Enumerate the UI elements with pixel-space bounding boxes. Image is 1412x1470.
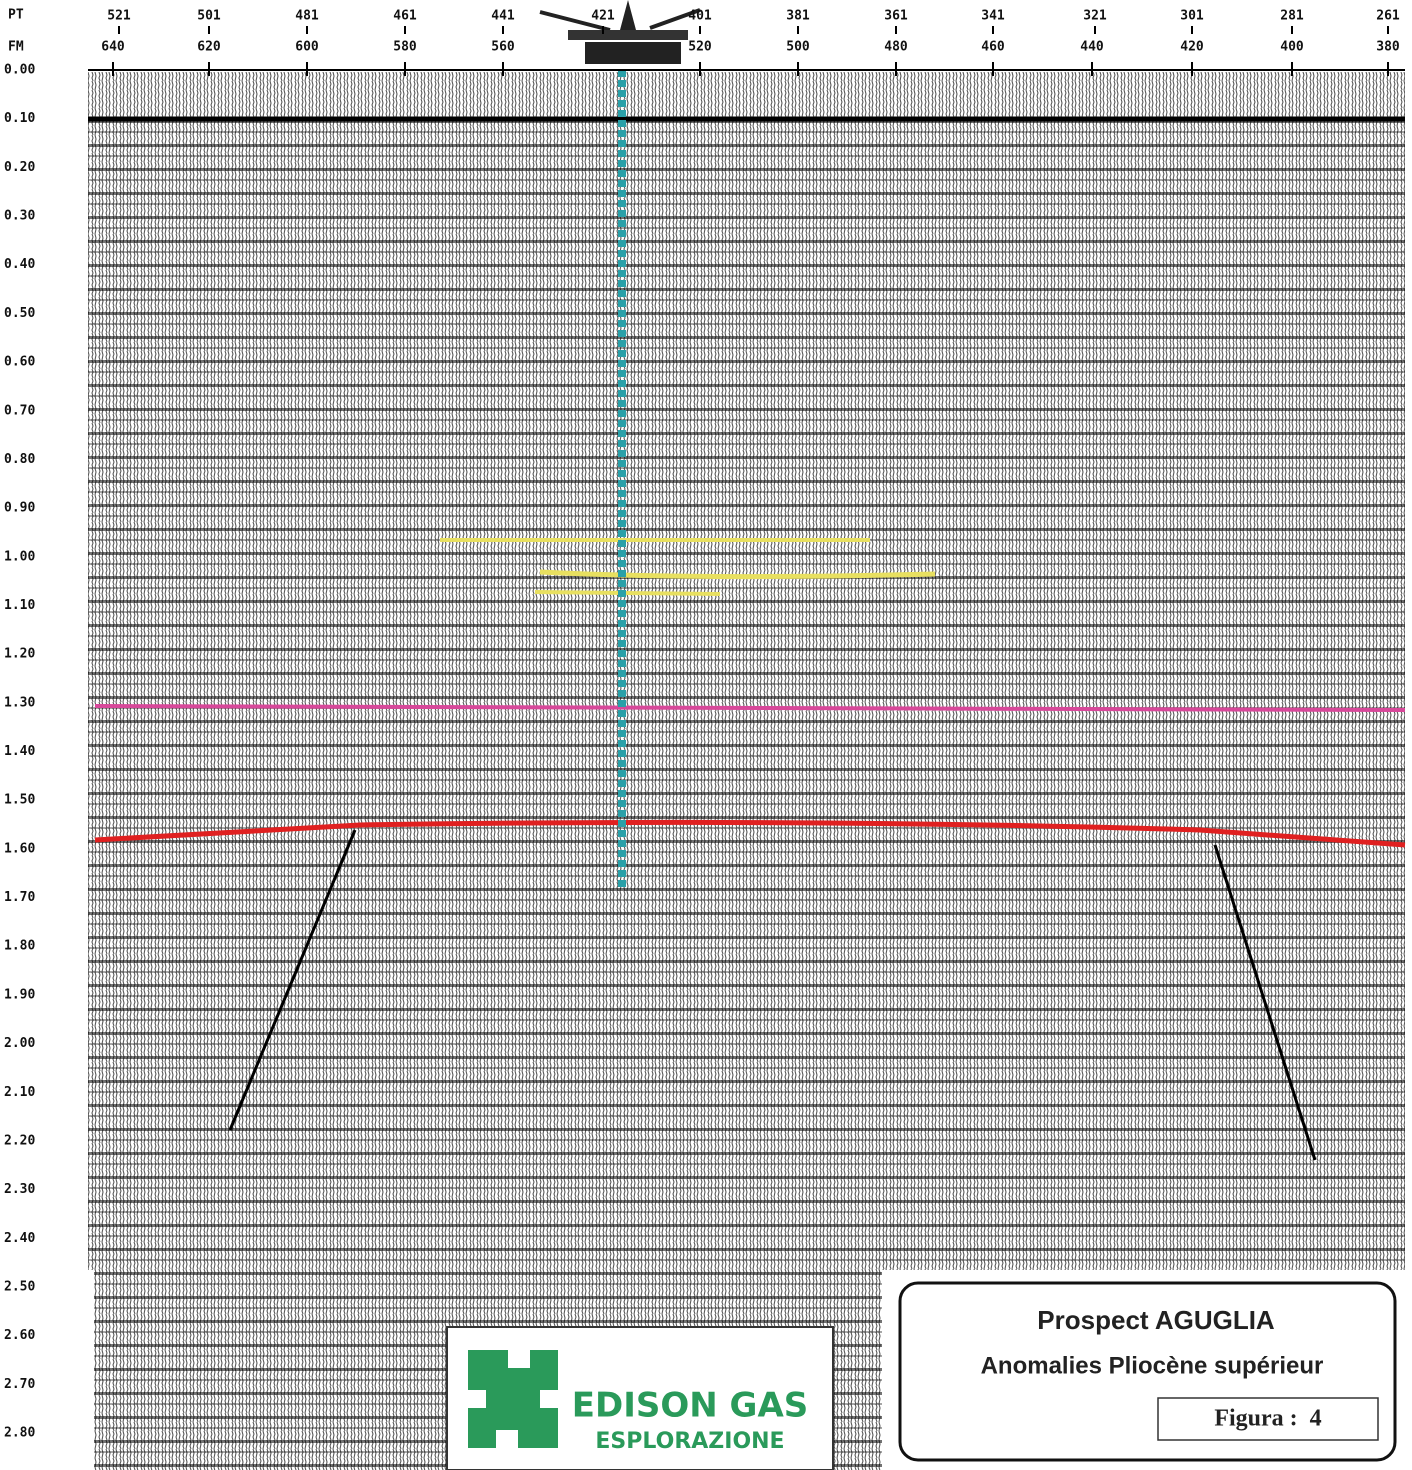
fm-tick-label: 520 (688, 40, 712, 55)
fm-tick-label: 600 (295, 40, 319, 55)
fm-tick-label: 380 (1376, 40, 1400, 55)
time-tick-label: 2.10 (4, 1085, 35, 1100)
time-tick-label: 1.00 (4, 549, 35, 564)
time-tick-label: 1.60 (4, 841, 35, 856)
pt-tick-label: 261 (1376, 9, 1400, 24)
time-tick-label: 0.30 (4, 209, 35, 224)
time-tick-label: 1.70 (4, 890, 35, 905)
time-tick-label: 1.20 (4, 647, 35, 662)
pt-tick-label: 281 (1280, 9, 1304, 24)
time-tick-label: 2.30 (4, 1182, 35, 1197)
pt-tick-label: 341 (981, 9, 1005, 24)
time-tick-label: 2.20 (4, 1133, 35, 1148)
subtitle: Anomalies Pliocène supérieur (981, 1352, 1324, 1379)
seismic-reflectors (88, 110, 1405, 1470)
pt-tick-label: 301 (1180, 9, 1204, 24)
pt-tick-label: 441 (491, 9, 515, 24)
time-tick-label: 2.00 (4, 1036, 35, 1051)
logo-division: ESPLORAZIONE (595, 1429, 784, 1454)
time-tick-label: 2.70 (4, 1377, 35, 1392)
page: EDISON GAS ESPLORAZIONE Prospect AGUGLIA… (0, 0, 1412, 1470)
pt-tick-label: 381 (786, 9, 810, 24)
pt-tick-label: 401 (688, 9, 712, 24)
time-tick-label: 2.60 (4, 1328, 35, 1343)
figure-label: Figura : 4 (1214, 1406, 1321, 1432)
fm-tick-label: 620 (197, 40, 221, 55)
time-tick-label: 1.10 (4, 598, 35, 613)
pt-tick-label: 521 (107, 9, 131, 24)
time-tick-label: 1.50 (4, 793, 35, 808)
time-tick-label: 0.00 (4, 63, 35, 78)
pt-tick-label: 481 (295, 9, 319, 24)
pt-tick-label: 361 (884, 9, 908, 24)
time-tick-label: 0.40 (4, 257, 35, 272)
time-tick-label: 2.50 (4, 1280, 35, 1295)
fm-tick-label: 400 (1280, 40, 1304, 55)
time-tick-label: 0.60 (4, 355, 35, 370)
time-tick-label: 1.90 (4, 987, 35, 1002)
fm-tick-label: 460 (981, 40, 1005, 55)
time-tick-label: 1.80 (4, 939, 35, 954)
time-tick-label: 1.30 (4, 695, 35, 710)
platform-icon (540, 0, 702, 70)
time-tick-label: 2.80 (4, 1426, 35, 1441)
time-tick-label: 0.20 (4, 160, 35, 175)
fm-tick-label: 440 (1080, 40, 1104, 55)
logo-name: EDISON GAS (572, 1386, 809, 1426)
time-tick-label: 2.40 (4, 1231, 35, 1246)
pt-label: PT (8, 8, 24, 23)
fm-label: FM (8, 40, 24, 55)
fm-tick-label: 560 (491, 40, 515, 55)
fm-tick-label: 580 (393, 40, 417, 55)
fm-tick-label: 640 (101, 40, 125, 55)
pt-tick-label: 321 (1083, 9, 1107, 24)
time-tick-label: 0.80 (4, 452, 35, 467)
seismic-figure: EDISON GAS ESPLORAZIONE Prospect AGUGLIA… (0, 0, 1412, 1470)
time-tick-label: 1.40 (4, 744, 35, 759)
fm-tick-label: 500 (786, 40, 810, 55)
pt-tick-label: 501 (197, 9, 221, 24)
time-tick-label: 0.90 (4, 501, 35, 516)
fm-tick-label: 420 (1180, 40, 1204, 55)
logo: EDISON GAS ESPLORAZIONE (447, 1327, 833, 1470)
fm-tick-label: 480 (884, 40, 908, 55)
time-tick-label: 0.10 (4, 111, 35, 126)
anomaly-horizon (535, 592, 720, 594)
pt-tick-label: 421 (591, 9, 615, 24)
time-tick-label: 0.70 (4, 403, 35, 418)
title-box: Prospect AGUGLIA Anomalies Pliocène supé… (882, 1270, 1412, 1470)
title: Prospect AGUGLIA (1037, 1305, 1275, 1335)
pt-tick-label: 461 (393, 9, 417, 24)
time-tick-label: 0.50 (4, 306, 35, 321)
